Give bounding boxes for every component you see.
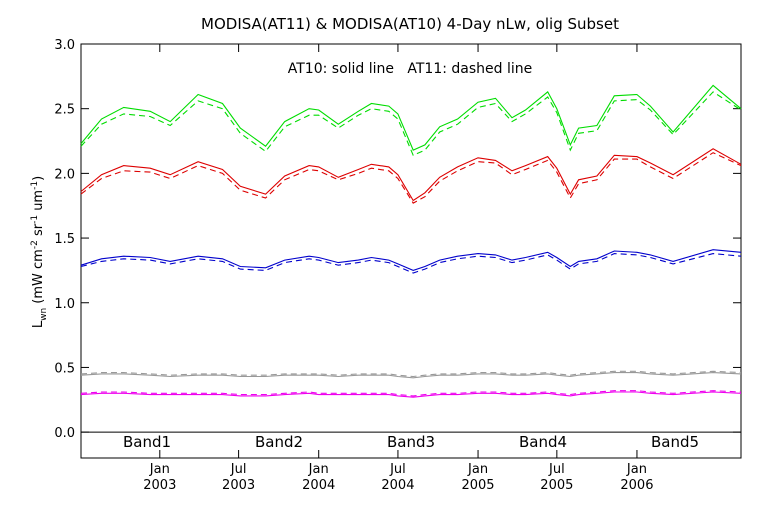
y-axis-label: Lwn (mW cm-2 sr-1 um-1) <box>30 176 49 328</box>
series-band5-at10-line <box>80 391 742 398</box>
legend: Band1 Band2 Band3 Band4 Band5 <box>123 433 699 451</box>
y-label-exp2: -1 <box>30 215 40 224</box>
x-tick-year: 2004 <box>302 478 335 493</box>
x-tick-year: 2003 <box>143 478 176 493</box>
line-style-annotation: AT10: solid line AT11: dashed line <box>288 61 533 77</box>
x-tick-month: Jul <box>389 462 406 477</box>
x-tick-month: Jan <box>626 462 647 477</box>
y-tick-label: 2.5 <box>54 103 75 118</box>
series-band1-at11-line <box>80 91 742 157</box>
y-axis: 0.0 0.5 1.0 1.5 2.0 2.5 3.0 <box>54 38 741 441</box>
series-band3-at11-line <box>80 253 742 274</box>
y-tick-label: 0.0 <box>54 426 75 441</box>
x-tick-month: Jan <box>149 462 170 477</box>
y-label-tail: um <box>31 190 46 215</box>
series-layer <box>80 84 742 398</box>
legend-band2: Band2 <box>255 433 303 451</box>
x-tick-month: Jan <box>308 462 329 477</box>
y-label-exp3: -1 <box>30 181 40 190</box>
series-band4-at10-line <box>80 372 742 379</box>
x-tick-month: Jul <box>548 462 565 477</box>
y-tick-label: 0.5 <box>54 361 75 376</box>
series-band1-at10-line <box>80 84 742 151</box>
x-tick-month: Jul <box>230 462 247 477</box>
legend-band5: Band5 <box>651 433 699 451</box>
plot-frame <box>80 43 742 459</box>
y-label-units-text: (mW cm <box>31 249 46 304</box>
y-label-main: L <box>31 320 46 328</box>
legend-band3: Band3 <box>387 433 435 451</box>
series-band2-at11-line <box>80 152 742 204</box>
x-tick-year: 2003 <box>222 478 255 493</box>
x-axis: Jan2003Jul2003Jan2004Jul2004Jan2005Jul20… <box>143 44 653 493</box>
y-tick-label: 1.0 <box>54 297 75 312</box>
x-tick-year: 2005 <box>540 478 573 493</box>
x-tick-month: Jan <box>467 462 488 477</box>
series-band2-at10-line <box>80 148 742 202</box>
chart-title: MODISA(AT11) & MODISA(AT10) 4-Day nLw, o… <box>201 15 619 33</box>
y-tick-label: 2.0 <box>54 167 75 182</box>
series-band3-at10-line <box>80 249 742 271</box>
x-tick-year: 2004 <box>381 478 414 493</box>
x-tick-year: 2005 <box>461 478 494 493</box>
y-label-close: ) <box>31 176 46 181</box>
legend-band4: Band4 <box>519 433 567 451</box>
x-tick-year: 2006 <box>620 478 653 493</box>
y-tick-label: 3.0 <box>54 38 75 53</box>
y-label-sub: wn <box>39 308 49 321</box>
y-label-exp1: -2 <box>30 240 40 249</box>
legend-band1: Band1 <box>123 433 171 451</box>
y-label-mid: sr <box>31 223 46 240</box>
y-tick-label: 1.5 <box>54 232 75 247</box>
